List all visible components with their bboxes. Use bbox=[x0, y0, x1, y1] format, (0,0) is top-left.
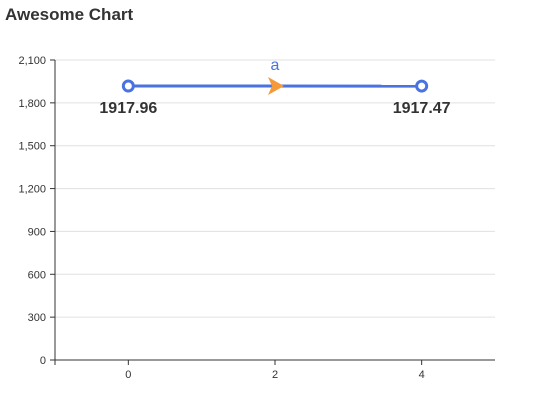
y-tick-label: 1,200 bbox=[18, 184, 46, 196]
x-tick-label: 0 bbox=[125, 369, 131, 381]
data-point bbox=[415, 79, 429, 93]
data-label: 1917.96 bbox=[99, 100, 157, 117]
chart-title: Awesome Chart bbox=[5, 5, 134, 24]
x-tick-label: 2 bbox=[272, 369, 278, 381]
y-tick-label: 300 bbox=[28, 312, 46, 324]
grid-lines bbox=[55, 59, 495, 318]
data-point bbox=[121, 79, 135, 93]
y-tick-label: 0 bbox=[40, 355, 46, 367]
direction-arrow bbox=[268, 77, 284, 96]
series-name-label: a bbox=[271, 57, 280, 74]
y-tick-label: 600 bbox=[28, 269, 46, 281]
y-tick-label: 900 bbox=[28, 226, 46, 238]
y-tick-label: 2,100 bbox=[18, 55, 46, 67]
y-tick-label: 1,800 bbox=[18, 98, 46, 110]
x-tick-label: 4 bbox=[419, 369, 425, 381]
axes: 0 300 600 900 1,200 1,500 1,800 2,100 0 2 4 bbox=[18, 55, 495, 381]
labels: a 1917.96 1917.47 bbox=[99, 57, 450, 117]
data-label: 1917.47 bbox=[393, 100, 451, 117]
y-tick-label: 1,500 bbox=[18, 141, 46, 153]
series bbox=[121, 77, 429, 96]
